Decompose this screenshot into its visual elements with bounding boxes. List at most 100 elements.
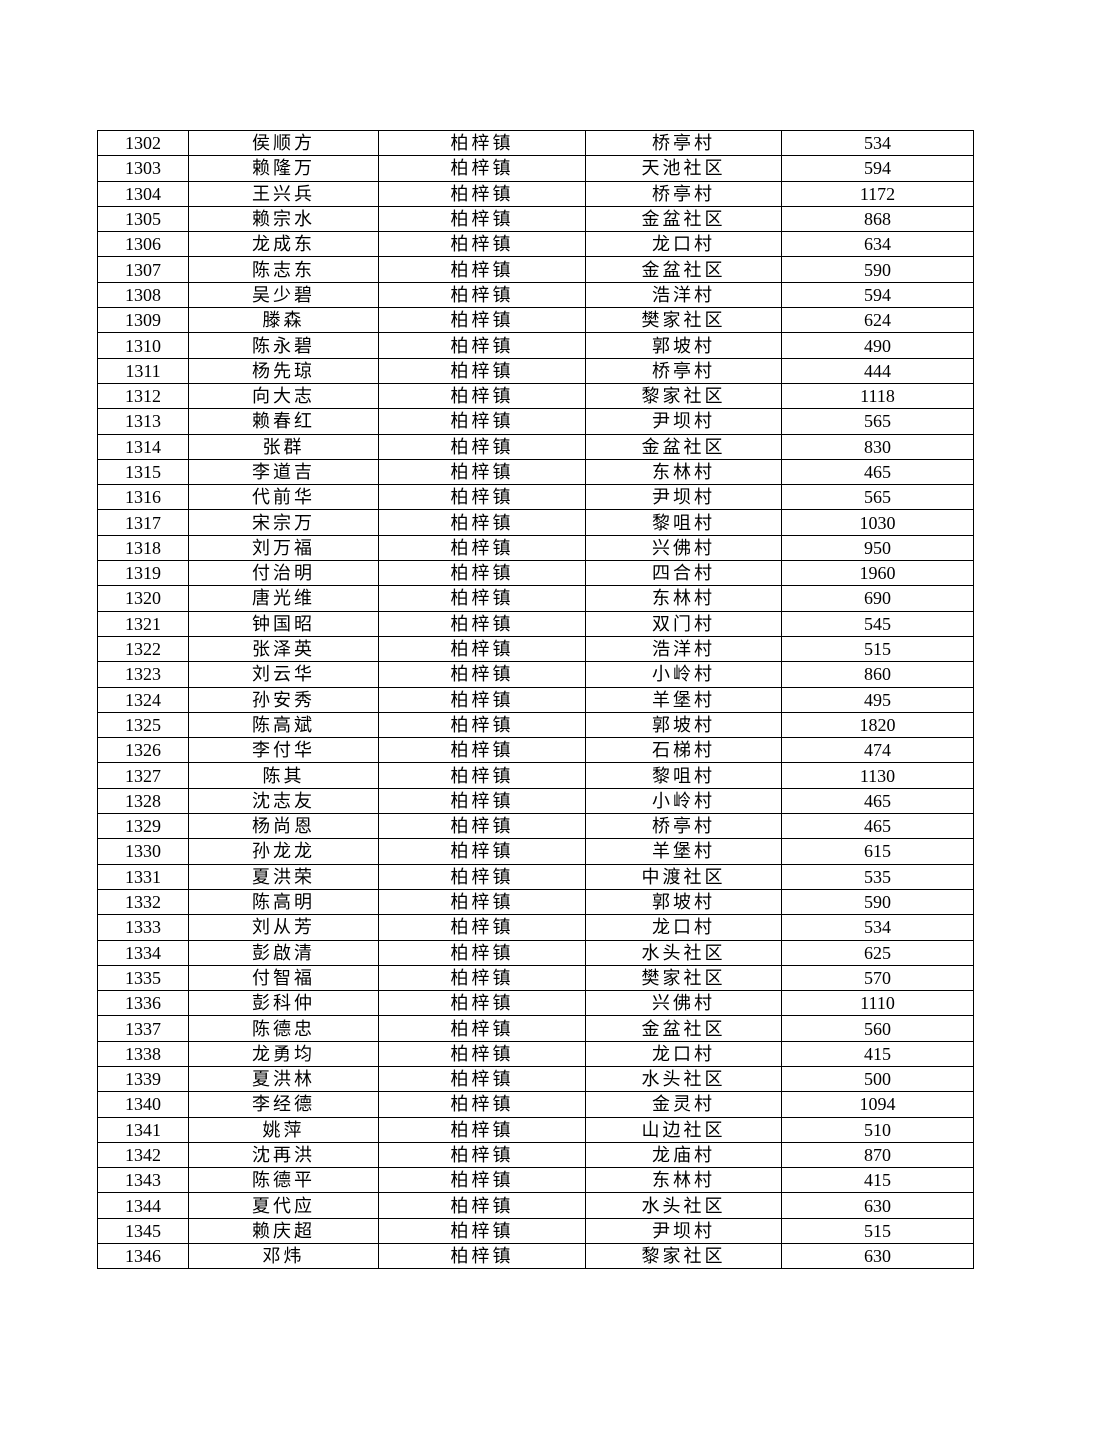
cell-town: 柏梓镇 (378, 180, 586, 207)
cell-index: 1318 (97, 534, 189, 562)
cell-village: 龙口村 (585, 914, 782, 941)
cell-amount: 1960 (781, 560, 974, 587)
cell-amount: 515 (781, 635, 974, 663)
cell-amount: 465 (781, 787, 974, 815)
cell-village: 水头社区 (585, 1192, 782, 1219)
table-row: 1320 唐光维 柏梓镇 东林村 690 (97, 585, 974, 612)
cell-name: 宋宗万 (188, 509, 379, 536)
cell-village: 金盆社区 (585, 1015, 782, 1042)
cell-name: 赖宗水 (188, 205, 379, 233)
cell-amount: 535 (781, 863, 974, 890)
cell-name: 杨先琼 (188, 357, 379, 384)
cell-amount: 415 (781, 1167, 974, 1194)
cell-name: 付治明 (188, 560, 379, 587)
cell-name: 付智福 (188, 964, 379, 992)
cell-town: 柏梓镇 (378, 863, 586, 890)
cell-name: 李付华 (188, 737, 379, 764)
cell-town: 柏梓镇 (378, 307, 586, 334)
cell-village: 郭坡村 (585, 888, 782, 916)
cell-amount: 630 (781, 1192, 974, 1219)
cell-index: 1333 (97, 914, 189, 941)
cell-town: 柏梓镇 (378, 382, 586, 410)
cell-amount: 545 (781, 610, 974, 637)
cell-village: 黎家社区 (585, 1243, 782, 1270)
cell-index: 1319 (97, 560, 189, 587)
cell-town: 柏梓镇 (378, 1141, 586, 1169)
cell-name: 代前华 (188, 484, 379, 511)
cell-town: 柏梓镇 (378, 635, 586, 663)
cell-name: 李道吉 (188, 458, 379, 486)
cell-index: 1334 (97, 939, 189, 966)
cell-village: 东林村 (585, 1167, 782, 1194)
cell-village: 樊家社区 (585, 307, 782, 334)
cell-town: 柏梓镇 (378, 838, 586, 865)
cell-village: 桥亭村 (585, 357, 782, 384)
cell-amount: 1094 (781, 1091, 974, 1118)
cell-name: 赖庆超 (188, 1217, 379, 1245)
cell-index: 1337 (97, 1015, 189, 1042)
table-row: 1322 张泽英 柏梓镇 浩洋村 515 (97, 635, 974, 663)
cell-amount: 1172 (781, 180, 974, 207)
cell-village: 黎家社区 (585, 382, 782, 410)
cell-village: 羊堡村 (585, 686, 782, 713)
cell-index: 1335 (97, 964, 189, 992)
cell-amount: 495 (781, 686, 974, 713)
table-row: 1304 王兴兵 柏梓镇 桥亭村 1172 (97, 180, 974, 207)
table-row: 1308 吴少碧 柏梓镇 浩洋村 594 (97, 281, 974, 309)
table-row: 1327 陈其 柏梓镇 黎咀村 1130 (97, 762, 974, 789)
cell-name: 陈高斌 (188, 711, 379, 739)
cell-index: 1326 (97, 737, 189, 764)
cell-index: 1311 (97, 357, 189, 384)
table-row: 1337 陈德忠 柏梓镇 金盆社区 560 (97, 1015, 974, 1042)
cell-index: 1327 (97, 762, 189, 789)
table-row: 1344 夏代应 柏梓镇 水头社区 630 (97, 1192, 974, 1219)
table-row: 1345 赖庆超 柏梓镇 尹坝村 515 (97, 1217, 974, 1245)
table-row: 1316 代前华 柏梓镇 尹坝村 565 (97, 484, 974, 511)
cell-amount: 615 (781, 838, 974, 865)
cell-amount: 594 (781, 155, 974, 182)
cell-town: 柏梓镇 (378, 1015, 586, 1042)
cell-name: 向大志 (188, 382, 379, 410)
table-row: 1303 赖隆万 柏梓镇 天池社区 594 (97, 155, 974, 182)
cell-village: 兴佛村 (585, 990, 782, 1017)
cell-index: 1304 (97, 180, 189, 207)
cell-amount: 1118 (781, 382, 974, 410)
cell-index: 1315 (97, 458, 189, 486)
table-row: 1341 姚萍 柏梓镇 山边社区 510 (97, 1116, 974, 1143)
cell-town: 柏梓镇 (378, 1167, 586, 1194)
cell-index: 1307 (97, 256, 189, 283)
cell-town: 柏梓镇 (378, 939, 586, 966)
cell-index: 1341 (97, 1116, 189, 1143)
table-row: 1342 沈再洪 柏梓镇 龙庙村 870 (97, 1141, 974, 1169)
table-row: 1309 滕森 柏梓镇 樊家社区 624 (97, 307, 974, 334)
cell-name: 孙龙龙 (188, 838, 379, 865)
table-row: 1329 杨尚恩 柏梓镇 桥亭村 465 (97, 813, 974, 840)
cell-amount: 860 (781, 661, 974, 688)
cell-index: 1331 (97, 863, 189, 890)
cell-name: 刘万福 (188, 534, 379, 562)
cell-index: 1312 (97, 382, 189, 410)
cell-index: 1343 (97, 1167, 189, 1194)
cell-amount: 1030 (781, 509, 974, 536)
cell-town: 柏梓镇 (378, 1217, 586, 1245)
table-row: 1310 陈永碧 柏梓镇 郭坡村 490 (97, 332, 974, 359)
table-row: 1312 向大志 柏梓镇 黎家社区 1118 (97, 382, 974, 410)
cell-amount: 565 (781, 484, 974, 511)
table-row: 1325 陈高斌 柏梓镇 郭坡村 1820 (97, 711, 974, 739)
cell-amount: 630 (781, 1243, 974, 1270)
cell-index: 1314 (97, 433, 189, 460)
table-row: 1318 刘万福 柏梓镇 兴佛村 950 (97, 534, 974, 562)
cell-village: 尹坝村 (585, 484, 782, 511)
cell-village: 龙庙村 (585, 1141, 782, 1169)
cell-town: 柏梓镇 (378, 509, 586, 536)
cell-index: 1320 (97, 585, 189, 612)
cell-index: 1324 (97, 686, 189, 713)
table-row: 1315 李道吉 柏梓镇 东林村 465 (97, 458, 974, 486)
cell-village: 桥亭村 (585, 813, 782, 840)
table-row: 1313 赖春红 柏梓镇 尹坝村 565 (97, 408, 974, 435)
cell-amount: 950 (781, 534, 974, 562)
cell-village: 小岭村 (585, 661, 782, 688)
cell-village: 龙口村 (585, 1040, 782, 1067)
cell-name: 张群 (188, 433, 379, 460)
cell-index: 1302 (97, 129, 189, 157)
